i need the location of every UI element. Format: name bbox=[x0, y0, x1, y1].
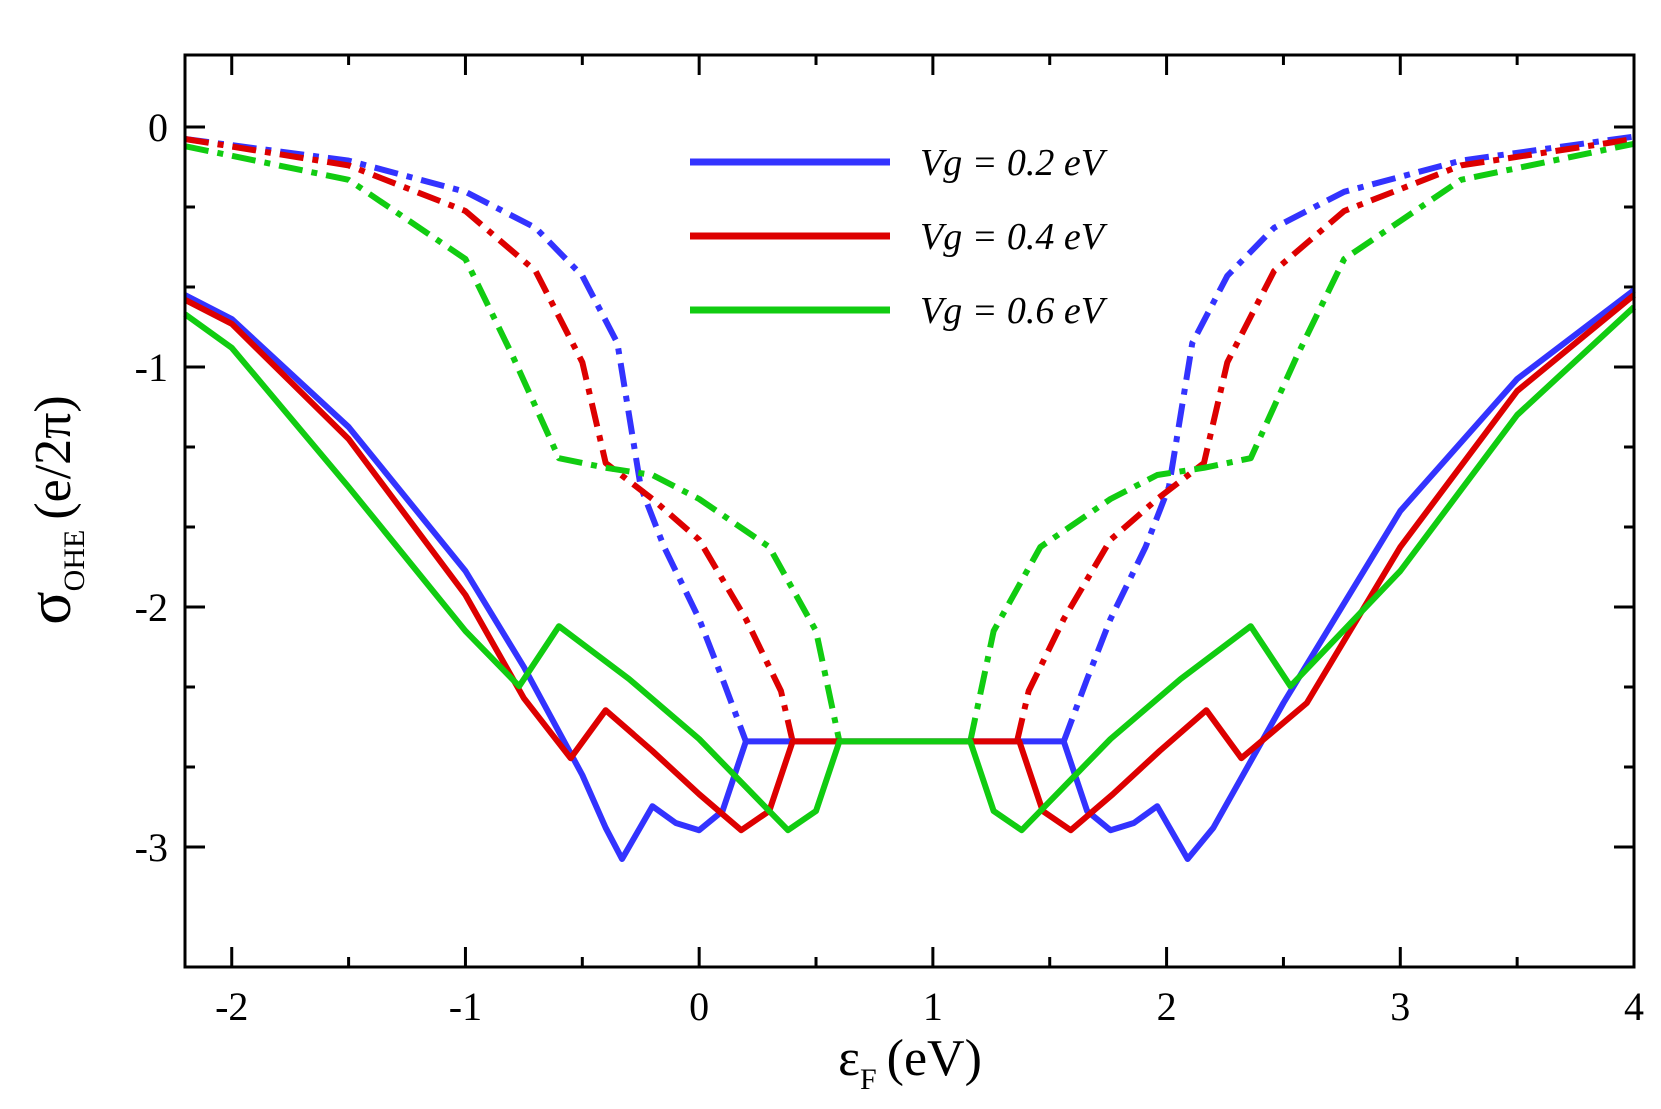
y-axis-label: σOHE (e/2π) bbox=[16, 395, 91, 625]
y-tick-label: -2 bbox=[135, 585, 168, 630]
x-tick-label: -2 bbox=[215, 984, 248, 1029]
y-label-symbol: σ bbox=[16, 591, 84, 624]
series-line bbox=[184, 143, 843, 743]
series-line bbox=[183, 292, 1636, 834]
x-tick-label: 4 bbox=[1624, 984, 1644, 1029]
legend-label: Vg = 0.2 eV bbox=[920, 142, 1108, 184]
x-tick-label: 3 bbox=[1390, 984, 1410, 1029]
series-line bbox=[1014, 136, 1635, 743]
series-line bbox=[184, 136, 796, 743]
y-tick-label: -1 bbox=[135, 345, 168, 390]
series-line bbox=[183, 304, 1637, 834]
series-line bbox=[183, 287, 1636, 862]
series-line bbox=[967, 140, 1635, 743]
x-tick-label: 2 bbox=[1157, 984, 1177, 1029]
legend-label: Vg = 0.6 eV bbox=[920, 290, 1108, 332]
x-tick-label: 0 bbox=[689, 984, 709, 1029]
series-line bbox=[184, 136, 749, 743]
y-label-sub: OHE bbox=[58, 530, 91, 592]
legend-label: Vg = 0.4 eV bbox=[920, 216, 1108, 258]
x-axis-label: εF (eV) bbox=[838, 1030, 982, 1096]
x-label-sub: F bbox=[860, 1063, 877, 1096]
y-tick-label: -3 bbox=[135, 825, 168, 870]
x-label-symbol: ε bbox=[838, 1030, 860, 1087]
x-tick-label: -1 bbox=[449, 984, 482, 1029]
plot-frame bbox=[183, 53, 1636, 969]
y-tick-label: 0 bbox=[148, 105, 168, 150]
x-label-unit: (eV) bbox=[887, 1030, 982, 1087]
y-label-unit: (e/2π) bbox=[25, 395, 82, 519]
series-line bbox=[1060, 133, 1635, 743]
x-tick-label: 1 bbox=[923, 984, 943, 1029]
